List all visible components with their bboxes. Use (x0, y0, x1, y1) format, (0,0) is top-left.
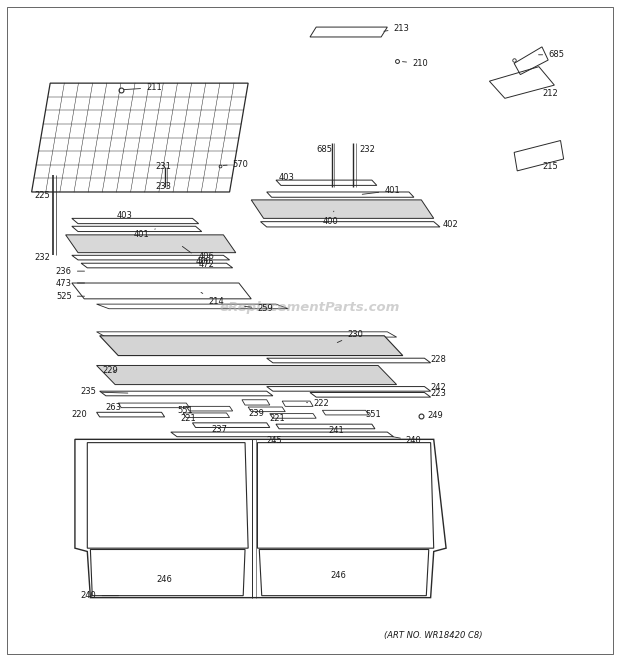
Text: 242: 242 (431, 383, 446, 393)
Text: 210: 210 (402, 59, 428, 68)
Text: 400: 400 (182, 247, 211, 266)
Text: 221: 221 (180, 414, 196, 424)
Text: 229: 229 (103, 366, 118, 375)
Text: 213: 213 (384, 24, 409, 33)
Text: 246: 246 (330, 571, 346, 580)
Text: 403: 403 (117, 212, 132, 220)
Polygon shape (251, 200, 434, 218)
Text: 570: 570 (223, 160, 249, 169)
Text: 401: 401 (134, 229, 156, 239)
Text: 223: 223 (431, 389, 446, 399)
Text: 472: 472 (198, 260, 215, 269)
Text: eReplacementParts.com: eReplacementParts.com (220, 301, 400, 314)
Text: 235: 235 (81, 387, 128, 397)
Text: 221: 221 (270, 414, 286, 424)
Text: 685: 685 (539, 50, 564, 59)
Text: 228: 228 (431, 355, 446, 364)
Text: 212: 212 (542, 89, 558, 98)
Text: 220: 220 (71, 410, 87, 420)
Text: 214: 214 (201, 292, 224, 306)
Text: 400: 400 (322, 211, 338, 226)
Text: 473: 473 (56, 278, 84, 288)
Text: 259: 259 (245, 304, 273, 313)
Text: 406: 406 (198, 252, 215, 261)
Polygon shape (97, 366, 397, 385)
Text: 232: 232 (360, 145, 375, 153)
Text: 231: 231 (156, 163, 171, 171)
Text: 239: 239 (248, 409, 264, 418)
Text: 403: 403 (279, 173, 295, 182)
Text: 240: 240 (81, 591, 118, 600)
Text: 237: 237 (211, 425, 227, 434)
Text: 233: 233 (156, 182, 171, 191)
Text: 230: 230 (337, 330, 363, 342)
Text: 246: 246 (157, 575, 172, 584)
Text: 240: 240 (392, 436, 422, 445)
Text: 225: 225 (35, 191, 50, 200)
Text: 241: 241 (329, 426, 344, 435)
Text: 245: 245 (267, 436, 283, 445)
Polygon shape (100, 336, 403, 356)
Text: 685: 685 (316, 145, 332, 153)
Text: 211: 211 (124, 83, 162, 93)
Text: 401: 401 (362, 186, 400, 195)
Text: (ART NO. WR18420 C8): (ART NO. WR18420 C8) (384, 631, 483, 640)
Text: 222: 222 (306, 399, 329, 408)
Text: 551: 551 (366, 410, 381, 420)
Text: 263: 263 (106, 403, 122, 412)
Text: 402: 402 (443, 220, 459, 229)
Text: 232: 232 (35, 253, 51, 262)
Text: 215: 215 (542, 163, 558, 171)
Text: 249: 249 (428, 411, 443, 420)
Text: 236: 236 (56, 266, 84, 276)
Text: 551: 551 (177, 407, 193, 416)
Text: 525: 525 (56, 292, 84, 301)
Polygon shape (66, 235, 236, 253)
